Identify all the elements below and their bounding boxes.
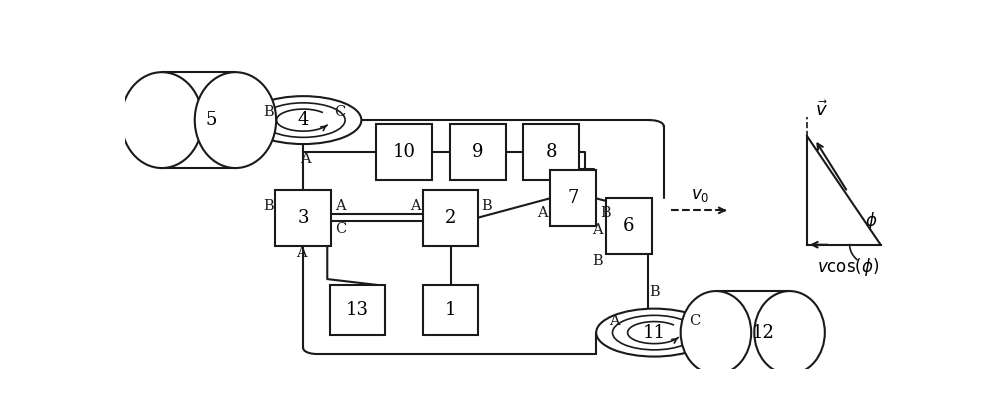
Text: 9: 9: [472, 143, 483, 161]
FancyBboxPatch shape: [275, 190, 331, 246]
Text: $v\cos(\phi)$: $v\cos(\phi)$: [817, 256, 879, 278]
FancyBboxPatch shape: [523, 124, 579, 180]
Text: 6: 6: [623, 217, 635, 234]
Text: A: A: [593, 223, 603, 237]
Ellipse shape: [121, 72, 202, 168]
Text: 12: 12: [752, 324, 775, 342]
Text: B: B: [482, 199, 492, 213]
Text: C: C: [334, 105, 346, 119]
Text: $\vec{v}$: $\vec{v}$: [815, 100, 827, 120]
Text: 13: 13: [346, 301, 369, 319]
Text: 8: 8: [546, 143, 557, 161]
Text: A: A: [609, 315, 619, 328]
FancyBboxPatch shape: [716, 291, 790, 374]
Text: 1: 1: [445, 301, 456, 319]
FancyBboxPatch shape: [606, 198, 652, 254]
Text: 11: 11: [643, 324, 666, 342]
Circle shape: [596, 309, 712, 356]
FancyBboxPatch shape: [330, 286, 385, 335]
FancyBboxPatch shape: [450, 124, 506, 180]
FancyBboxPatch shape: [376, 124, 432, 180]
Text: 3: 3: [298, 209, 309, 227]
Ellipse shape: [195, 72, 276, 168]
Text: C: C: [689, 315, 700, 328]
Circle shape: [245, 96, 361, 144]
Text: B: B: [600, 206, 611, 220]
Text: $\phi$: $\phi$: [865, 210, 878, 232]
Text: $v_0$: $v_0$: [691, 188, 710, 205]
Circle shape: [261, 103, 345, 137]
Text: C: C: [335, 222, 346, 236]
Text: B: B: [263, 199, 274, 213]
FancyBboxPatch shape: [550, 171, 596, 226]
Ellipse shape: [681, 291, 751, 374]
Text: 2: 2: [445, 209, 456, 227]
FancyBboxPatch shape: [423, 190, 478, 246]
Text: 7: 7: [567, 189, 579, 208]
Ellipse shape: [754, 291, 825, 374]
Text: 5: 5: [205, 111, 217, 129]
Text: A: A: [296, 247, 307, 260]
Text: A: A: [300, 152, 311, 166]
Text: A: A: [537, 206, 547, 220]
Text: B: B: [263, 105, 274, 119]
Text: B: B: [649, 285, 660, 299]
Text: 4: 4: [298, 111, 309, 129]
Text: A: A: [335, 199, 346, 213]
FancyBboxPatch shape: [162, 72, 235, 168]
Text: 10: 10: [392, 143, 416, 161]
Text: B: B: [593, 254, 603, 269]
Circle shape: [612, 315, 696, 350]
FancyBboxPatch shape: [423, 286, 478, 335]
Text: A: A: [410, 199, 421, 213]
